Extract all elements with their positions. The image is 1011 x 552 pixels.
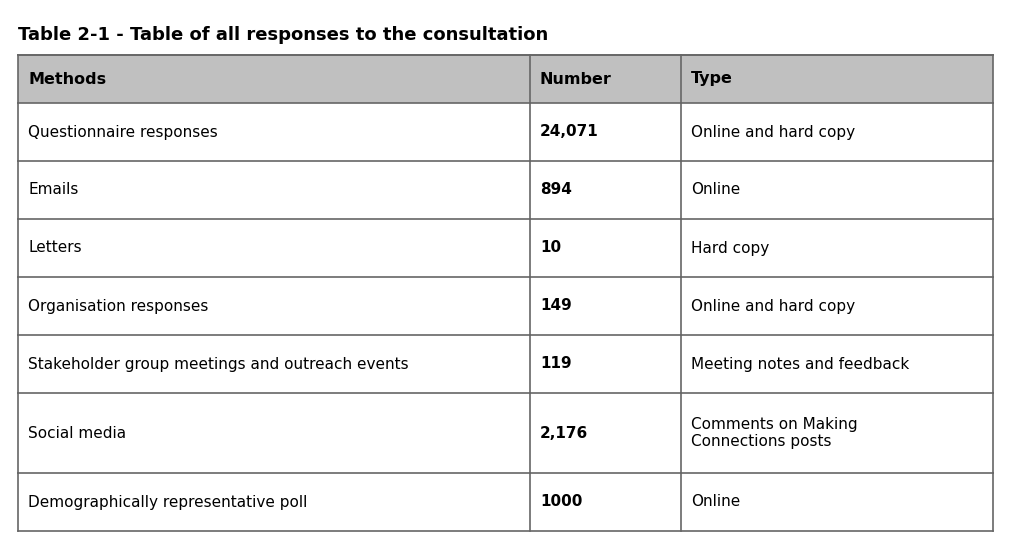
Bar [18, 335, 993, 393]
Text: Emails: Emails [28, 183, 79, 198]
Text: Methods: Methods [28, 72, 106, 87]
Text: Online: Online [691, 183, 740, 198]
Bar [18, 219, 993, 277]
Text: Online and hard copy: Online and hard copy [691, 125, 855, 140]
Text: Online and hard copy: Online and hard copy [691, 299, 855, 314]
Text: Hard copy: Hard copy [691, 241, 769, 256]
Text: 119: 119 [540, 357, 571, 371]
Bar [18, 277, 993, 335]
Text: 24,071: 24,071 [540, 125, 599, 140]
Text: Demographically representative poll: Demographically representative poll [28, 495, 307, 509]
Text: 894: 894 [540, 183, 572, 198]
Text: Number: Number [540, 72, 612, 87]
Text: Type: Type [691, 72, 733, 87]
Text: 2,176: 2,176 [540, 426, 588, 440]
Text: Social media: Social media [28, 426, 126, 440]
Text: Table 2-1 - Table of all responses to the consultation: Table 2-1 - Table of all responses to th… [18, 26, 548, 44]
Text: Stakeholder group meetings and outreach events: Stakeholder group meetings and outreach … [28, 357, 408, 371]
Text: Organisation responses: Organisation responses [28, 299, 208, 314]
Text: 10: 10 [540, 241, 561, 256]
Bar [18, 393, 993, 473]
Text: Comments on Making
Connections posts: Comments on Making Connections posts [691, 417, 857, 449]
Bar [18, 55, 993, 103]
Text: 1000: 1000 [540, 495, 582, 509]
Text: Online: Online [691, 495, 740, 509]
Text: Questionnaire responses: Questionnaire responses [28, 125, 217, 140]
Bar [18, 473, 993, 531]
Text: Meeting notes and feedback: Meeting notes and feedback [691, 357, 909, 371]
Bar [18, 161, 993, 219]
Bar [18, 103, 993, 161]
Text: 149: 149 [540, 299, 571, 314]
Text: Letters: Letters [28, 241, 82, 256]
